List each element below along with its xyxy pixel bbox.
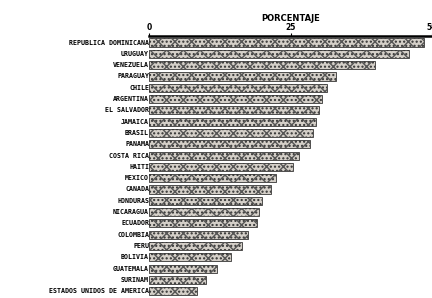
Bar [149,38,423,46]
Text: REPUBLICA DOMINICANA: REPUBLICA DOMINICANA [69,40,149,46]
Text: BRASIL: BRASIL [125,130,149,136]
Bar [149,38,423,46]
Bar [149,287,197,295]
Bar [149,151,299,160]
Bar [149,95,322,103]
Bar [149,140,310,148]
Bar [149,208,259,216]
Text: NICARAGUA: NICARAGUA [113,209,149,215]
Bar [149,140,310,148]
Text: MEXICO: MEXICO [125,175,149,181]
Text: ESTADOS UNIDOS DE AMERICA: ESTADOS UNIDOS DE AMERICA [49,288,149,294]
Bar [149,72,336,80]
Bar [149,174,276,182]
Bar [149,163,293,171]
Bar [149,61,375,69]
Bar [149,151,299,160]
Bar [149,129,313,137]
Bar [149,84,327,92]
Bar [149,151,299,160]
Bar [149,106,319,114]
Text: CANADA: CANADA [125,187,149,193]
Bar [149,50,410,58]
Bar [149,208,259,216]
Text: URUGUAY: URUGUAY [121,51,149,57]
Bar [149,129,313,137]
Bar [149,242,242,250]
Bar [149,185,271,194]
Bar [149,163,293,171]
Text: ARGENTINA: ARGENTINA [113,96,149,102]
Text: COSTA RICA: COSTA RICA [109,153,149,159]
Bar [149,276,206,284]
Bar [149,61,375,69]
Text: GUATEMALA: GUATEMALA [113,266,149,271]
Bar [149,265,217,273]
Bar [149,129,313,137]
Bar [149,231,248,239]
Text: BOLIVIA: BOLIVIA [121,254,149,260]
Bar [149,118,316,126]
Bar [149,50,410,58]
Bar [149,61,375,69]
Bar [149,276,206,284]
Bar [149,84,327,92]
Text: PERU: PERU [133,243,149,249]
Bar [149,287,197,295]
Bar [149,140,310,148]
Text: EL SALVADOR: EL SALVADOR [105,107,149,113]
Bar [149,242,242,250]
Bar [149,253,231,261]
Bar [149,197,262,205]
Text: VENEZUELA: VENEZUELA [113,62,149,68]
Bar [149,253,231,261]
Bar [149,118,316,126]
Text: ECUADOR: ECUADOR [121,221,149,226]
Bar [149,38,423,46]
Bar [149,253,231,261]
Bar [149,231,248,239]
Bar [149,197,262,205]
Bar [149,265,217,273]
Bar [149,174,276,182]
Bar [149,219,257,227]
Bar [149,231,248,239]
Bar [149,95,322,103]
Bar [149,84,327,92]
Text: CHILE: CHILE [129,85,149,91]
Bar [149,50,410,58]
Bar [149,174,276,182]
Text: HAITI: HAITI [129,164,149,170]
Bar [149,106,319,114]
Bar [149,219,257,227]
Bar [149,242,242,250]
Bar [149,95,322,103]
Bar [149,219,257,227]
Bar [149,106,319,114]
Text: PARAGUAY: PARAGUAY [117,73,149,80]
Bar [149,287,197,295]
Text: HONDURAS: HONDURAS [117,198,149,204]
Bar [149,72,336,80]
Bar [149,276,206,284]
Text: JAMAICA: JAMAICA [121,119,149,125]
Text: COLOMBIA: COLOMBIA [117,232,149,238]
Bar [149,118,316,126]
Bar [149,185,271,194]
X-axis label: PORCENTAJE: PORCENTAJE [261,14,320,23]
Bar [149,72,336,80]
Text: SURINAM: SURINAM [121,277,149,283]
Bar [149,197,262,205]
Bar [149,265,217,273]
Text: PANAMA: PANAMA [125,141,149,147]
Bar [149,208,259,216]
Bar [149,185,271,194]
Bar [149,163,293,171]
